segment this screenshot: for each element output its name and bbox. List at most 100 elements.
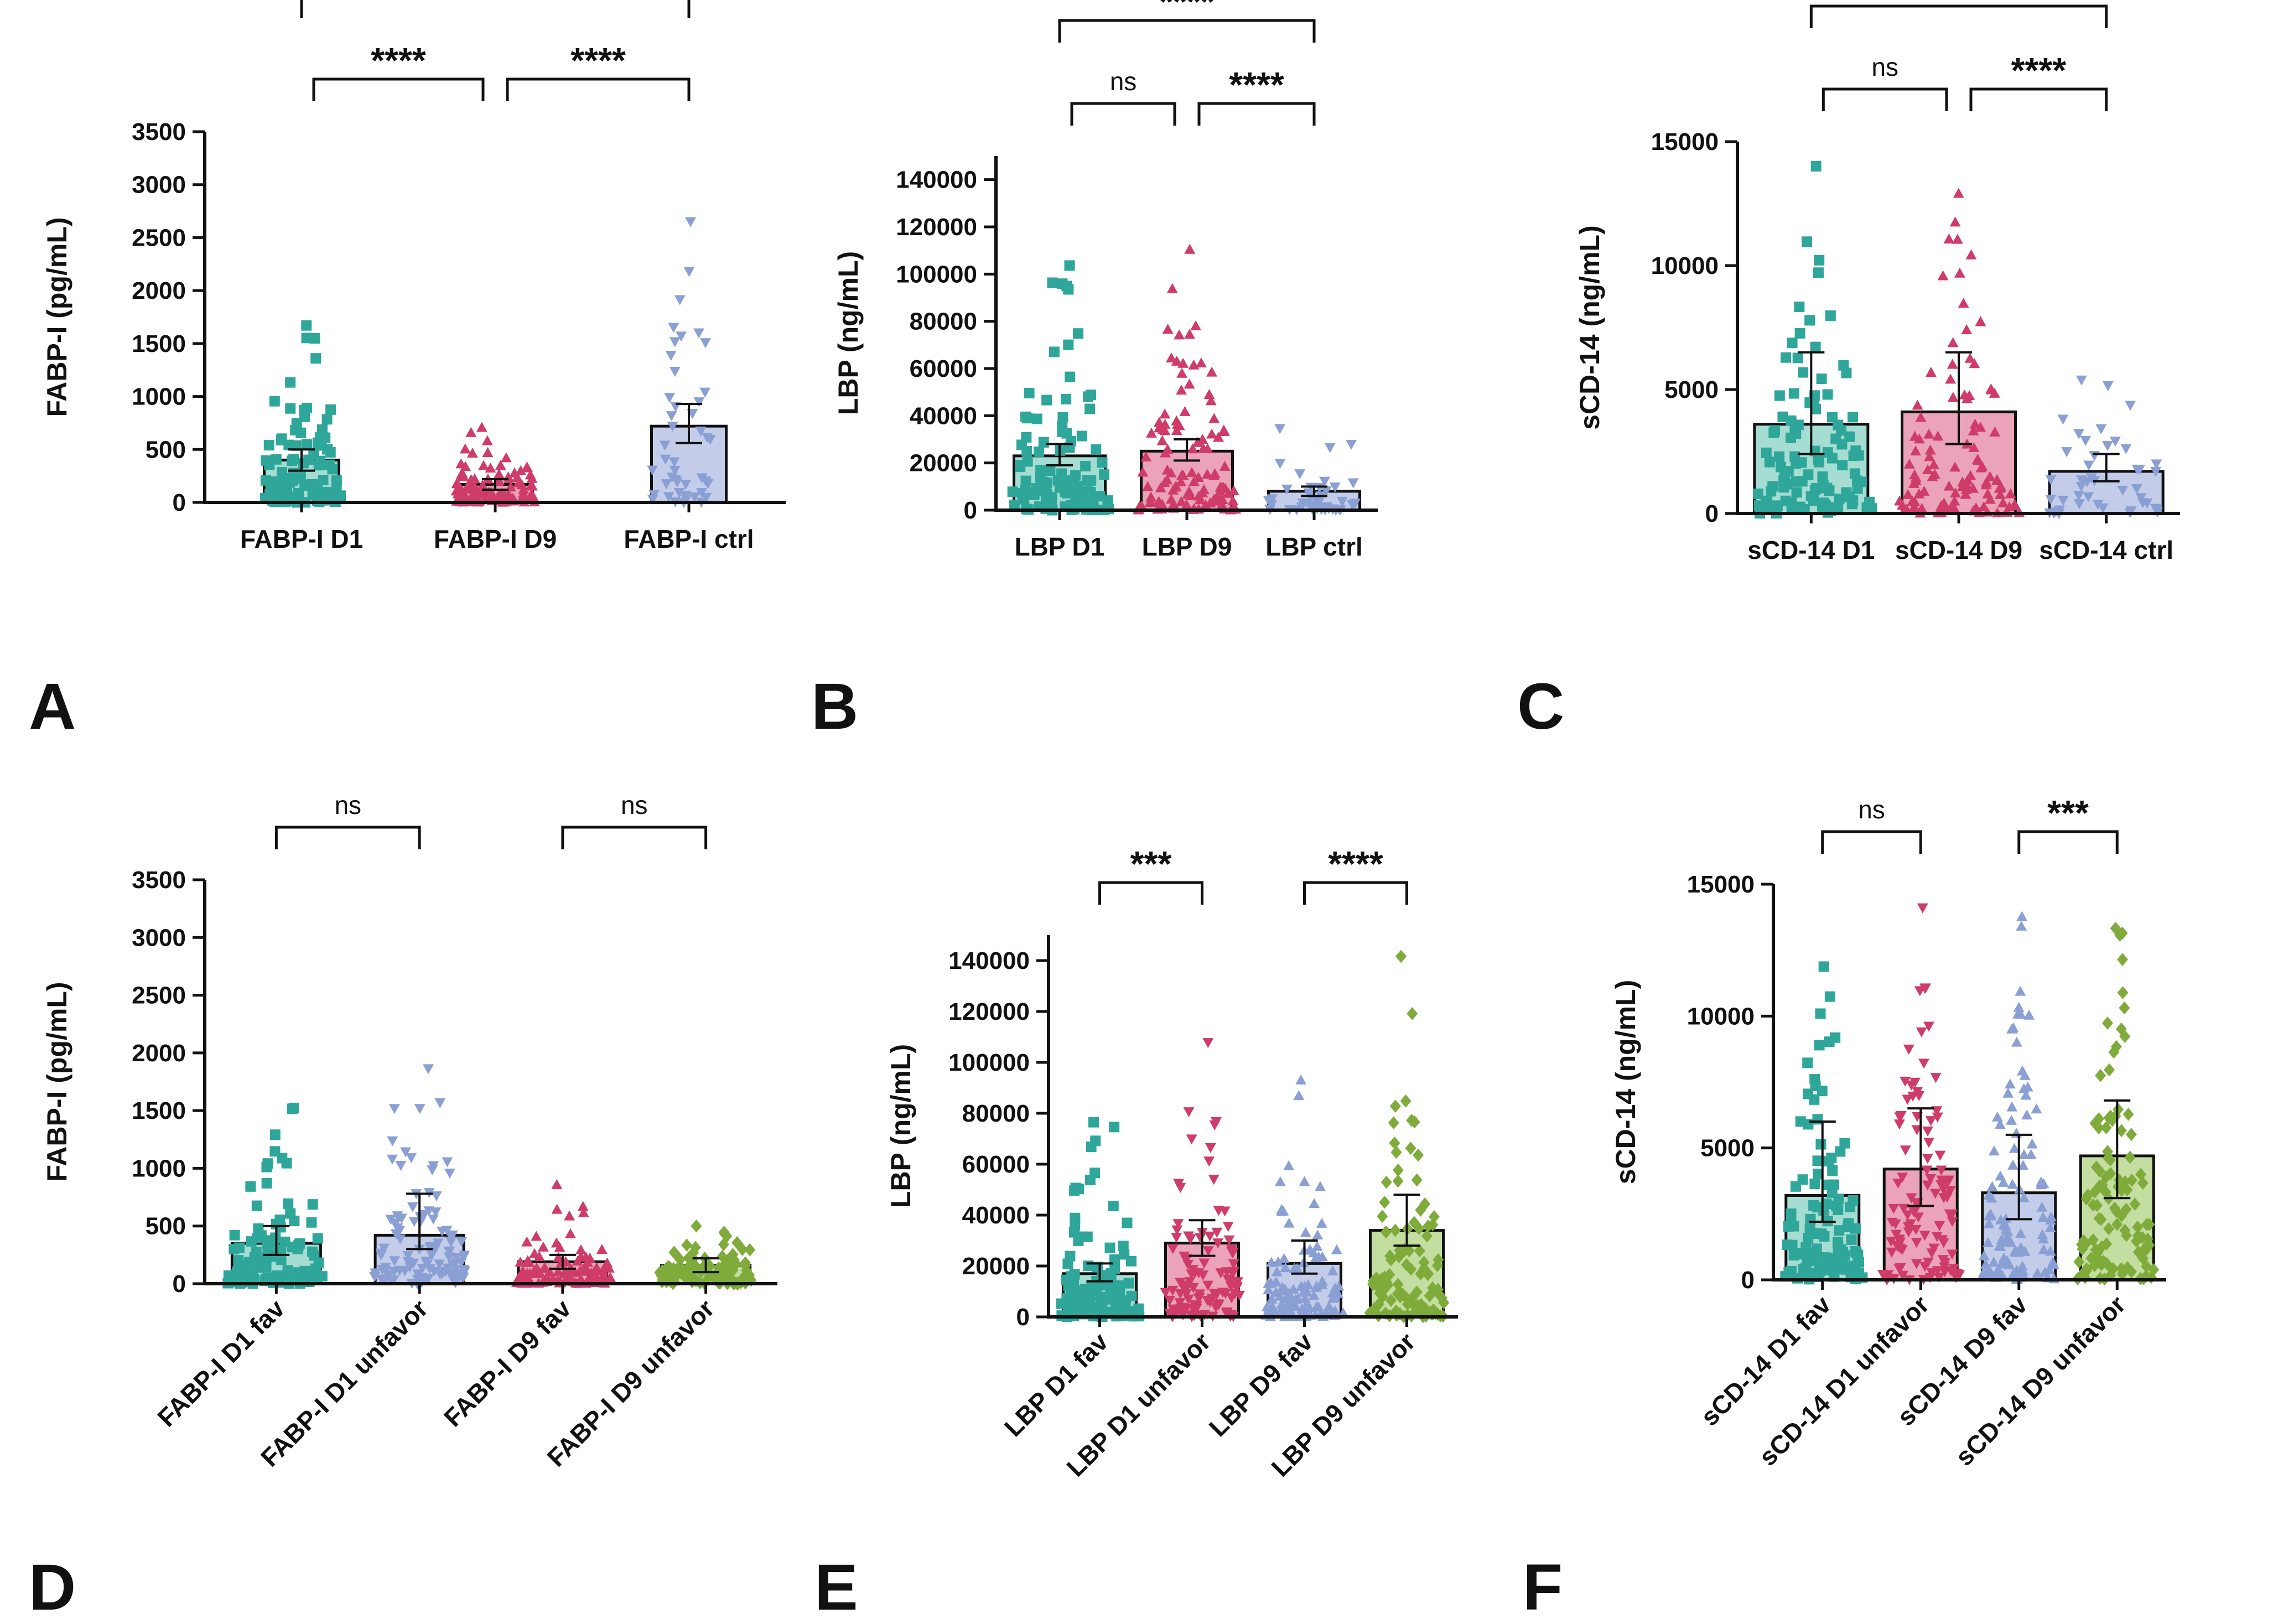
data-point	[1405, 1142, 1416, 1155]
data-point	[676, 1267, 687, 1280]
data-point	[1171, 355, 1182, 366]
data-point	[1176, 496, 1187, 506]
significance-label: ns	[1858, 795, 1885, 824]
significance-bracket: *	[300, 0, 691, 18]
data-point	[2021, 1109, 2033, 1120]
data-point	[683, 267, 695, 277]
data-point	[1063, 1303, 1074, 1314]
data-point	[1007, 486, 1018, 497]
data-point	[1823, 1156, 1834, 1167]
data-point	[1924, 444, 1936, 455]
data-point	[736, 1243, 748, 1256]
data-point	[1086, 475, 1097, 486]
significance-bracket: ****	[312, 40, 485, 101]
data-point	[1305, 482, 1317, 493]
data-point	[1933, 1273, 1945, 1283]
data-point	[1836, 425, 1847, 436]
data-point	[1145, 497, 1156, 507]
data-point	[325, 447, 336, 458]
data-point	[1816, 373, 1827, 385]
data-point	[1153, 417, 1165, 427]
data-point	[1795, 1116, 1806, 1127]
data-point	[1929, 1189, 1941, 1199]
data-point	[524, 1268, 536, 1278]
data-point	[2150, 466, 2162, 477]
data-point	[2017, 1065, 2028, 1076]
data-point	[1954, 267, 1965, 278]
data-point	[2116, 1124, 2127, 1138]
data-point	[1181, 499, 1192, 510]
data-point	[1411, 1285, 1423, 1299]
plot-area	[260, 217, 728, 509]
data-point	[430, 1207, 442, 1218]
data-point	[1433, 1253, 1444, 1267]
data-point	[1371, 1272, 1382, 1285]
data-point	[1140, 451, 1152, 461]
data-point	[2075, 475, 2087, 486]
x-tick-label: FABP-I D1 fav	[152, 1294, 290, 1432]
data-point	[244, 1257, 255, 1268]
data-point	[2110, 1109, 2121, 1123]
data-point	[1174, 329, 1185, 340]
data-point	[2126, 1174, 2137, 1187]
data-point	[1304, 1244, 1316, 1254]
data-point	[2017, 1260, 2028, 1271]
data-point	[1894, 495, 1905, 506]
data-point	[418, 1210, 430, 1220]
data-point	[575, 1273, 587, 1284]
data-point	[390, 1218, 401, 1229]
data-point	[517, 1265, 528, 1275]
significance-label: ns	[621, 791, 648, 819]
data-point	[312, 1233, 323, 1244]
data-point	[1216, 481, 1228, 492]
data-point	[388, 1267, 400, 1278]
data-point	[443, 1246, 455, 1257]
data-point	[447, 1230, 458, 1241]
data-point	[1122, 1217, 1133, 1228]
chart-panel-c: 0 5000 10000 15000 sCD-14 (ng/mL) sCD-14 D1 sC…	[1574, 0, 2180, 564]
data-point	[1917, 903, 1928, 914]
data-point	[2116, 926, 2128, 940]
data-point	[2009, 1143, 2020, 1153]
data-point	[522, 1255, 533, 1265]
data-point	[1208, 470, 1220, 480]
significance-bracket: ****	[1969, 50, 2108, 111]
data-point	[1892, 1179, 1904, 1189]
y-tick-label: 5000	[1700, 1135, 1755, 1162]
data-point	[2093, 1212, 2105, 1226]
data-point	[299, 1265, 310, 1277]
data-points	[1977, 911, 2060, 1284]
data-point	[1815, 1139, 1826, 1150]
data-point	[1909, 1077, 1921, 1088]
data-point	[1299, 1176, 1310, 1186]
data-point	[1950, 1273, 1962, 1283]
data-point	[1935, 1165, 1947, 1176]
data-point	[1926, 1248, 1938, 1259]
data-point	[2089, 1259, 2100, 1273]
data-point	[1819, 482, 1830, 494]
data-point	[1297, 498, 1309, 509]
data-point	[2007, 1159, 2018, 1170]
data-point	[1809, 1178, 1820, 1189]
data-point	[1171, 1233, 1182, 1243]
data-point	[693, 328, 704, 339]
data-point	[1891, 1241, 1903, 1251]
data-point	[1374, 1286, 1386, 1300]
data-point	[1285, 1298, 1297, 1308]
data-point	[286, 455, 297, 466]
data-point	[1885, 1237, 1897, 1247]
y-tick-label: 1500	[132, 1097, 186, 1124]
data-point	[1834, 1225, 1845, 1236]
data-point	[2031, 1103, 2042, 1114]
data-point	[521, 1236, 533, 1247]
data-point	[456, 1237, 468, 1247]
data-point	[1035, 465, 1046, 476]
x-tick-label: sCD-14 D1 unfavor	[1753, 1290, 1935, 1471]
data-point	[1022, 456, 1033, 467]
data-point	[668, 323, 679, 333]
chart-panel-d: 0 500 1000 1500 2000 2500 3000 3500 FABP-I (pg/m…	[41, 791, 777, 1472]
data-point	[1958, 298, 1969, 308]
data-point	[1193, 1268, 1205, 1279]
data-point	[285, 403, 296, 414]
data-point	[1761, 447, 1772, 458]
